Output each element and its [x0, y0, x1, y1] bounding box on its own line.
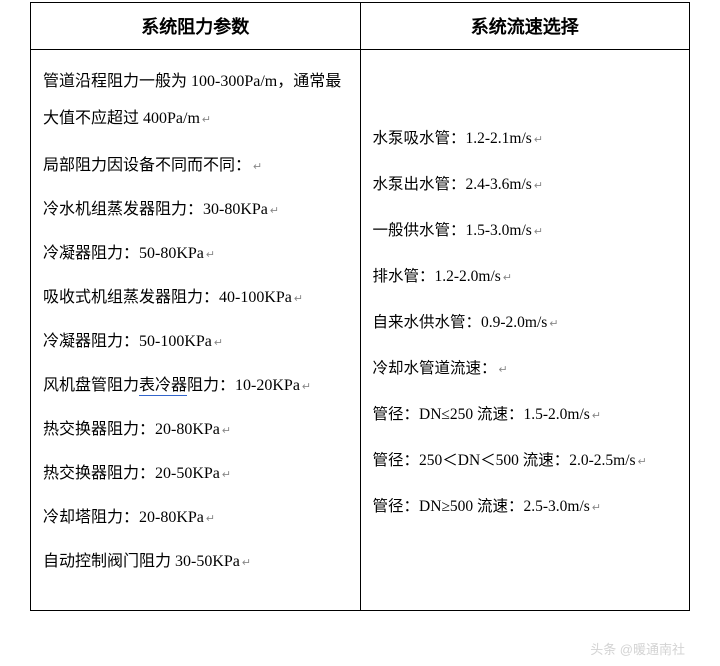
- resistance-item: 冷却塔阻力：20-80KPa↵: [43, 502, 348, 534]
- watermark-text: 头条 @暖通南社: [590, 639, 685, 658]
- return-mark-icon: ↵: [270, 205, 279, 217]
- return-mark-icon: ↵: [503, 272, 512, 284]
- return-mark-icon: ↵: [534, 226, 543, 238]
- return-mark-icon: ↵: [549, 318, 558, 330]
- resistance-item: 热交换器阻力：20-50KPa↵: [43, 458, 348, 490]
- resistance-item: 热交换器阻力：20-80KPa↵: [43, 414, 348, 446]
- return-mark-icon: ↵: [214, 337, 223, 349]
- right-column: 水泵吸水管：1.2-2.1m/s↵ 水泵出水管：2.4-3.6m/s↵ 一般供水管：…: [361, 50, 690, 610]
- velocity-item: 管径：DN≥500 流速：2.5-3.0m/s↵: [373, 491, 678, 522]
- velocity-item: 管径：250＜DN＜500 流速：2.0-2.5m/s↵: [373, 445, 678, 476]
- return-mark-icon: ↵: [222, 469, 231, 481]
- return-mark-icon: ↵: [242, 557, 251, 569]
- resistance-item: 吸收式机组蒸发器阻力：40-100KPa↵: [43, 282, 348, 314]
- header-left: 系统阻力参数: [31, 3, 361, 49]
- header-right: 系统流速选择: [361, 3, 690, 49]
- velocity-item: 水泵出水管：2.4-3.6m/s↵: [373, 169, 678, 200]
- resistance-item: 冷凝器阻力：50-100KPa↵: [43, 326, 348, 358]
- intro-paragraph: 管道沿程阻力一般为 100-300Pa/m，通常最大值不应超过 400Pa/m↵: [43, 64, 348, 138]
- subheading: 局部阻力因设备不同而不同：↵: [43, 150, 348, 182]
- return-mark-icon: ↵: [206, 249, 215, 261]
- return-mark-icon: ↵: [534, 180, 543, 192]
- resistance-item: 自动控制阀门阻力 30-50KPa↵: [43, 546, 348, 578]
- return-mark-icon: ↵: [592, 410, 601, 422]
- underlined-term: 表冷器: [139, 377, 187, 396]
- return-mark-icon: ↵: [202, 114, 211, 126]
- table-body-row: 管道沿程阻力一般为 100-300Pa/m，通常最大值不应超过 400Pa/m↵…: [31, 50, 689, 610]
- table-header-row: 系统阻力参数 系统流速选择: [31, 3, 689, 50]
- return-mark-icon: ↵: [302, 381, 311, 393]
- resistance-item: 冷水机组蒸发器阻力：30-80KPa↵: [43, 194, 348, 226]
- resistance-item: 冷凝器阻力：50-80KPa↵: [43, 238, 348, 270]
- return-mark-icon: ↵: [534, 134, 543, 146]
- return-mark-icon: ↵: [499, 364, 508, 376]
- parameters-table: 系统阻力参数 系统流速选择 管道沿程阻力一般为 100-300Pa/m，通常最大…: [30, 2, 690, 611]
- return-mark-icon: ↵: [222, 425, 231, 437]
- velocity-item: 一般供水管：1.5-3.0m/s↵: [373, 215, 678, 246]
- velocity-item: 冷却水管道流速：↵: [373, 353, 678, 384]
- left-column: 管道沿程阻力一般为 100-300Pa/m，通常最大值不应超过 400Pa/m↵…: [31, 50, 361, 610]
- return-mark-icon: ↵: [206, 513, 215, 525]
- velocity-item: 自来水供水管：0.9-2.0m/s↵: [373, 307, 678, 338]
- return-mark-icon: ↵: [253, 161, 262, 173]
- return-mark-icon: ↵: [638, 456, 647, 468]
- velocity-item: 管径：DN≤250 流速：1.5-2.0m/s↵: [373, 399, 678, 430]
- return-mark-icon: ↵: [592, 502, 601, 514]
- return-mark-icon: ↵: [294, 293, 303, 305]
- velocity-item: 水泵吸水管：1.2-2.1m/s↵: [373, 123, 678, 154]
- velocity-item: 排水管：1.2-2.0m/s↵: [373, 261, 678, 292]
- resistance-item: 风机盘管阻力表冷器阻力：10-20KPa↵: [43, 370, 348, 402]
